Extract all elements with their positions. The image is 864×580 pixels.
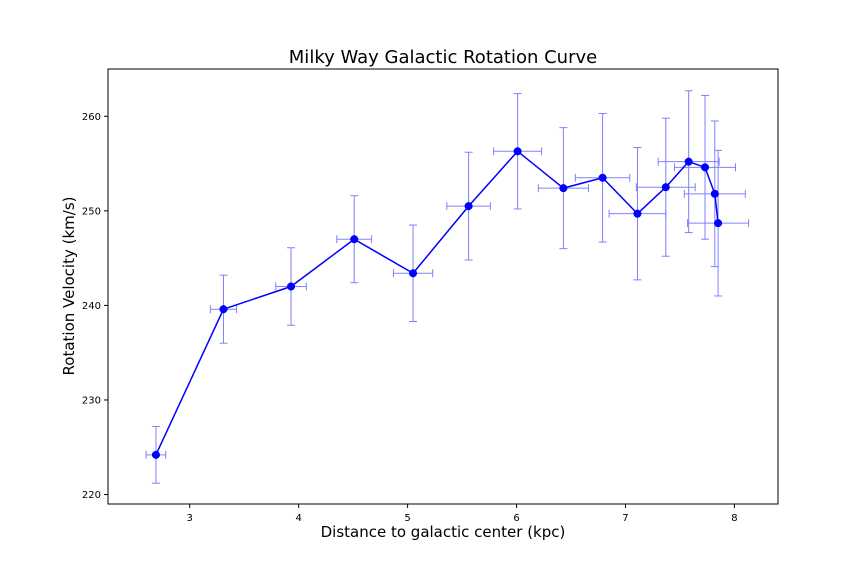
data-point-8 [559,184,568,193]
plot-layer [145,90,750,484]
data-point-11 [661,183,670,192]
x-tick-label: 8 [731,513,737,524]
data-point-7 [513,147,522,156]
y-tick-label: 220 [82,490,101,501]
y-tick-label: 240 [82,301,101,312]
data-point-15 [714,219,723,228]
x-axis-label: Distance to galactic center (kpc) [321,523,566,541]
x-tick-label: 6 [513,513,519,524]
data-point-1 [151,450,160,459]
y-tick-label: 260 [82,112,101,123]
y-tick-label: 250 [82,206,101,217]
data-point-2 [219,305,228,314]
x-tick-label: 3 [187,513,193,524]
x-tick-label: 5 [404,513,410,524]
data-point-3 [286,282,296,291]
data-point-10 [633,209,642,218]
data-point-4 [350,235,359,244]
data-point-9 [598,173,607,182]
data-point-6 [464,202,473,211]
x-tick-label: 4 [295,513,301,524]
x-tick-label: 7 [622,513,628,524]
plot-frame [107,68,779,505]
chart-title: Milky Way Galactic Rotation Curve [289,47,597,68]
data-point-12 [684,157,693,166]
data-point-13 [700,163,710,172]
data-point-5 [408,269,418,278]
y-tick-label: 230 [82,395,101,406]
data-point-14 [710,189,719,198]
y-axis-label: Rotation Velocity (km/s) [60,197,78,376]
